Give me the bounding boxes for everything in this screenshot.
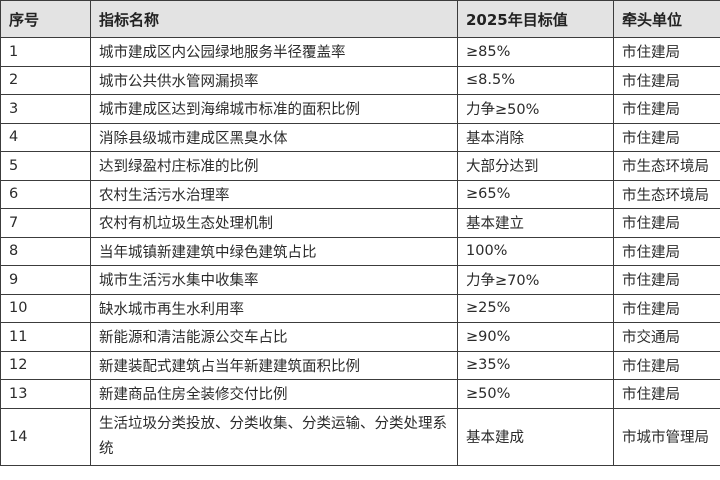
cell-lead-unit: 市住建局 <box>613 293 720 323</box>
cell-index: 9 <box>0 265 91 295</box>
cell-index: 7 <box>0 208 91 238</box>
cell-indicator-name: 城市建成区达到海绵城市标准的面积比例 <box>90 94 458 124</box>
cell-index: 12 <box>0 350 91 380</box>
cell-lead-unit: 市住建局 <box>613 350 720 380</box>
cell-index: 1 <box>0 37 91 67</box>
cell-target: 力争≥70% <box>457 265 614 295</box>
cell-indicator-name: 农村有机垃圾生态处理机制 <box>90 208 458 238</box>
cell-target: ≤8.5% <box>457 65 614 95</box>
header-index: 序号 <box>0 0 91 38</box>
cell-target: ≥65% <box>457 179 614 209</box>
table-row: 14 生活垃圾分类投放、分类收集、分类运输、分类处理系统 基本建成 市城市管理局 <box>0 407 720 466</box>
table-row: 4 消除县级城市建成区黑臭水体 基本消除 市住建局 <box>0 122 720 152</box>
cell-target: 力争≥50% <box>457 94 614 124</box>
cell-target: 基本建立 <box>457 208 614 238</box>
cell-indicator-name: 生活垃圾分类投放、分类收集、分类运输、分类处理系统 <box>90 407 458 466</box>
cell-indicator-name: 当年城镇新建建筑中绿色建筑占比 <box>90 236 458 266</box>
cell-lead-unit: 市住建局 <box>613 122 720 152</box>
cell-index: 5 <box>0 151 91 181</box>
table-row: 9 城市生活污水集中收集率 力争≥70% 市住建局 <box>0 265 720 295</box>
cell-index: 11 <box>0 322 91 352</box>
cell-target: 100% <box>457 236 614 266</box>
table-row: 6 农村生活污水治理率 ≥65% 市生态环境局 <box>0 179 720 209</box>
cell-lead-unit: 市住建局 <box>613 265 720 295</box>
cell-indicator-name: 缺水城市再生水利用率 <box>90 293 458 323</box>
header-target-2025: 2025年目标值 <box>457 0 614 38</box>
cell-target: 基本消除 <box>457 122 614 152</box>
cell-index: 6 <box>0 179 91 209</box>
cell-index: 8 <box>0 236 91 266</box>
cell-target: ≥25% <box>457 293 614 323</box>
cell-indicator-name: 城市建成区内公园绿地服务半径覆盖率 <box>90 37 458 67</box>
table-row: 10 缺水城市再生水利用率 ≥25% 市住建局 <box>0 293 720 323</box>
cell-index: 10 <box>0 293 91 323</box>
cell-indicator-name: 新建商品住房全装修交付比例 <box>90 379 458 409</box>
table-row: 5 达到绿盈村庄标准的比例 大部分达到 市生态环境局 <box>0 151 720 181</box>
cell-target: ≥35% <box>457 350 614 380</box>
cell-lead-unit: 市住建局 <box>613 94 720 124</box>
cell-indicator-name: 新建装配式建筑占当年新建建筑面积比例 <box>90 350 458 380</box>
cell-lead-unit: 市生态环境局 <box>613 179 720 209</box>
cell-index: 13 <box>0 379 91 409</box>
table-row: 8 当年城镇新建建筑中绿色建筑占比 100% 市住建局 <box>0 236 720 266</box>
table-row: 1 城市建成区内公园绿地服务半径覆盖率 ≥85% 市住建局 <box>0 37 720 67</box>
indicator-table: 序号 指标名称 2025年目标值 牵头单位 1 城市建成区内公园绿地服务半径覆盖… <box>0 0 720 466</box>
table-row: 12 新建装配式建筑占当年新建建筑面积比例 ≥35% 市住建局 <box>0 350 720 380</box>
cell-indicator-name: 农村生活污水治理率 <box>90 179 458 209</box>
cell-target: 基本建成 <box>457 407 614 466</box>
cell-target: 大部分达到 <box>457 151 614 181</box>
table-row: 3 城市建成区达到海绵城市标准的面积比例 力争≥50% 市住建局 <box>0 94 720 124</box>
header-lead-unit: 牵头单位 <box>613 0 720 38</box>
cell-lead-unit: 市住建局 <box>613 379 720 409</box>
cell-index: 14 <box>0 407 91 466</box>
cell-lead-unit: 市住建局 <box>613 65 720 95</box>
table-row: 2 城市公共供水管网漏损率 ≤8.5% 市住建局 <box>0 65 720 95</box>
cell-lead-unit: 市住建局 <box>613 37 720 67</box>
cell-indicator-name: 达到绿盈村庄标准的比例 <box>90 151 458 181</box>
cell-target: ≥85% <box>457 37 614 67</box>
cell-lead-unit: 市生态环境局 <box>613 151 720 181</box>
cell-target: ≥90% <box>457 322 614 352</box>
cell-index: 2 <box>0 65 91 95</box>
cell-index: 4 <box>0 122 91 152</box>
table-row: 11 新能源和清洁能源公交车占比 ≥90% 市交通局 <box>0 322 720 352</box>
table-header-row: 序号 指标名称 2025年目标值 牵头单位 <box>0 0 720 38</box>
header-indicator-name: 指标名称 <box>90 0 458 38</box>
cell-indicator-name: 新能源和清洁能源公交车占比 <box>90 322 458 352</box>
cell-target: ≥50% <box>457 379 614 409</box>
table-row: 13 新建商品住房全装修交付比例 ≥50% 市住建局 <box>0 379 720 409</box>
cell-lead-unit: 市交通局 <box>613 322 720 352</box>
table-row: 7 农村有机垃圾生态处理机制 基本建立 市住建局 <box>0 208 720 238</box>
cell-lead-unit: 市城市管理局 <box>613 407 720 466</box>
cell-lead-unit: 市住建局 <box>613 236 720 266</box>
cell-lead-unit: 市住建局 <box>613 208 720 238</box>
cell-indicator-name: 城市公共供水管网漏损率 <box>90 65 458 95</box>
cell-index: 3 <box>0 94 91 124</box>
cell-indicator-name: 消除县级城市建成区黑臭水体 <box>90 122 458 152</box>
cell-indicator-name: 城市生活污水集中收集率 <box>90 265 458 295</box>
